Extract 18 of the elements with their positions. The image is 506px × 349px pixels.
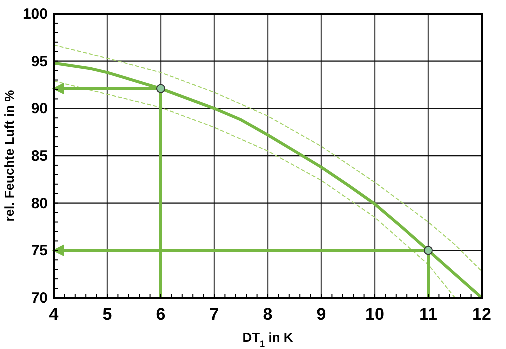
x-tick-label: 9 [316, 305, 326, 324]
x-tick-label: 4 [49, 305, 60, 324]
x-tick-label: 7 [210, 305, 220, 324]
x-tick-label: 6 [156, 305, 166, 324]
y-tick-label: 75 [31, 242, 48, 260]
x-tick-label: 12 [472, 305, 492, 324]
y-axis-title: rel. Feuchte Luft in % [2, 90, 17, 222]
x-tick-label: 8 [263, 305, 273, 324]
y-tick-label: 90 [31, 100, 48, 118]
x-axis-title: DT$_{1}$ in K [242, 330, 294, 349]
y-tick-label: 95 [31, 53, 48, 70]
x-tick-label: 5 [102, 305, 112, 324]
x-tick-label: 10 [366, 305, 384, 324]
y-tick-label: 85 [31, 148, 48, 165]
x-tick-label: 11 [420, 305, 438, 324]
y-tick-label: 80 [31, 195, 48, 212]
y-tick-label: 70 [31, 290, 48, 307]
y-tick-label: 100 [22, 6, 48, 23]
